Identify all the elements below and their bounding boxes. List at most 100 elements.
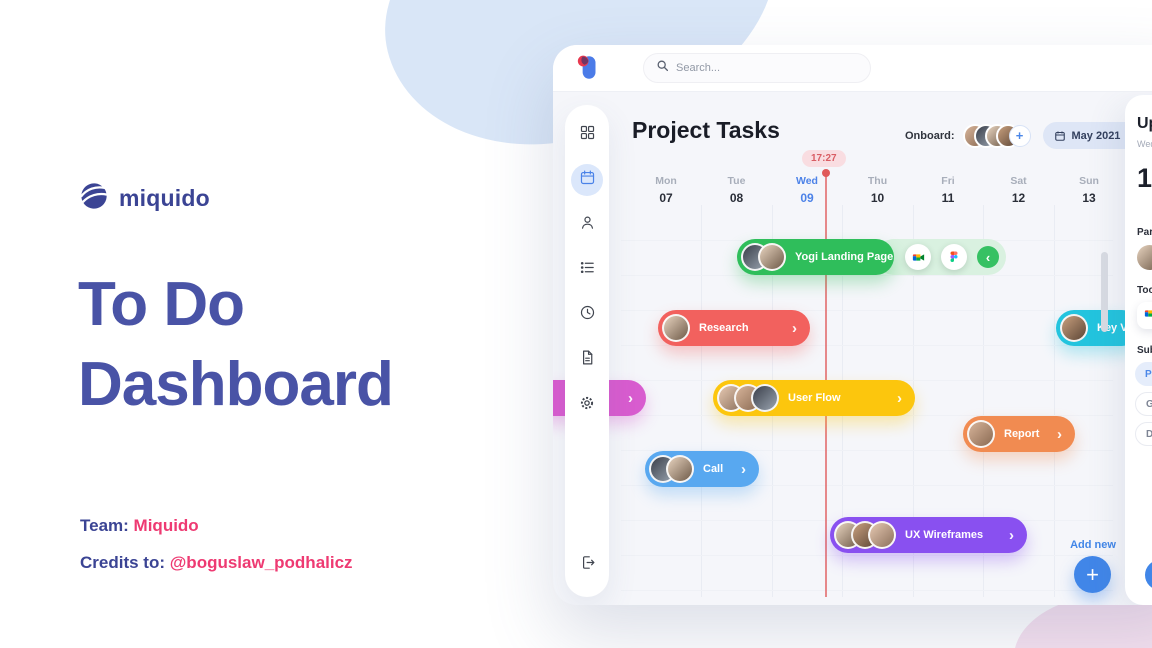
brand-name: miquido xyxy=(119,185,210,211)
participant-avatar xyxy=(1137,245,1152,270)
day-date: 10 xyxy=(870,191,885,205)
subtasks-label: Subt xyxy=(1137,345,1152,356)
tools-label: Tool xyxy=(1137,285,1152,296)
avatar xyxy=(758,243,786,271)
gridline-horizontal xyxy=(621,275,1113,276)
panel-title: Up xyxy=(1137,115,1152,132)
add-new-button[interactable]: + xyxy=(1074,556,1111,593)
task-avatars xyxy=(717,384,779,412)
page-title-line2: Dashboard xyxy=(78,350,394,419)
search-placeholder: Search... xyxy=(676,62,721,74)
search-icon xyxy=(656,59,669,77)
day-column-header[interactable]: Fri 11 xyxy=(913,175,983,205)
hero-credits: Team: Miquido Credits to: @boguslaw_podh… xyxy=(80,516,353,590)
document-icon xyxy=(579,349,596,371)
task-avatars xyxy=(741,243,786,271)
gridline-horizontal xyxy=(621,310,1113,311)
chevron-right-icon[interactable]: › xyxy=(897,389,902,407)
sidebar-item-dashboard-grid[interactable] xyxy=(571,119,603,151)
task-bar-research[interactable]: Research › xyxy=(658,310,810,346)
gridline-horizontal xyxy=(621,485,1113,486)
gridline-vertical xyxy=(983,205,984,597)
panel-time: 17 xyxy=(1137,163,1152,193)
google-meet-icon[interactable] xyxy=(905,244,931,270)
subtask-label: D xyxy=(1146,428,1152,440)
sidebar-item-calendar[interactable] xyxy=(571,164,603,196)
chevron-right-icon[interactable]: › xyxy=(1009,526,1014,544)
hero-section: miquido To Do Dashboard xyxy=(78,180,394,425)
collapse-chevron-left-icon[interactable]: ‹ xyxy=(977,246,999,268)
avatar xyxy=(662,314,690,342)
day-column-header[interactable]: Thu 10 xyxy=(843,175,913,205)
team-value: Miquido xyxy=(133,516,199,535)
sidebar-item-settings[interactable] xyxy=(571,389,603,421)
sidebar-item-document[interactable] xyxy=(571,344,603,376)
subtask-pill[interactable]: Pr xyxy=(1135,362,1152,386)
task-avatars xyxy=(834,521,896,549)
credits-handle[interactable]: @boguslaw_podhalicz xyxy=(169,553,353,572)
day-column-header[interactable]: Sat 12 xyxy=(984,175,1054,205)
task-label: User Flow xyxy=(788,392,841,404)
day-date: 08 xyxy=(729,191,744,205)
day-column-header[interactable]: Wed 09 xyxy=(772,175,842,205)
month-selector-value: May 2021 xyxy=(1071,129,1121,142)
chevron-right-icon[interactable]: › xyxy=(792,319,797,337)
gridline-vertical xyxy=(701,205,702,597)
add-new-label: Add new xyxy=(1070,539,1116,551)
task-label: Call xyxy=(703,463,724,475)
google-meet-icon[interactable] xyxy=(1137,302,1152,329)
figma-icon[interactable] xyxy=(941,244,967,270)
task-bar-report[interactable]: Report › xyxy=(963,416,1075,452)
avatar xyxy=(967,420,995,448)
sidebar-item-logout[interactable] xyxy=(571,549,603,581)
gridline-horizontal xyxy=(621,590,1113,591)
day-name: Mon xyxy=(655,175,677,187)
day-column-header[interactable]: Sun 13 xyxy=(1054,175,1124,205)
subtask-pill[interactable]: G xyxy=(1135,392,1152,416)
task-avatars xyxy=(662,314,690,342)
subtask-pill[interactable]: D xyxy=(1135,422,1152,446)
chevron-right-icon[interactable]: › xyxy=(741,460,746,478)
day-date: 09 xyxy=(800,191,814,205)
dashboard-card: Search... Project Tasks Onboard: + May 2… xyxy=(553,45,1152,605)
gridline-horizontal xyxy=(621,345,1113,346)
panel-subtitle: Wed xyxy=(1137,139,1152,149)
avatar xyxy=(666,455,694,483)
logout-icon xyxy=(579,554,596,576)
day-date: 12 xyxy=(1011,191,1026,205)
task-bar-call[interactable]: Call › xyxy=(645,451,759,487)
day-date: 11 xyxy=(941,191,955,205)
task-avatars xyxy=(1060,314,1088,342)
add-member-button[interactable]: + xyxy=(1008,124,1031,147)
sidebar-item-clock[interactable] xyxy=(571,299,603,331)
gridline-horizontal xyxy=(621,555,1113,556)
user-icon xyxy=(579,214,596,236)
task-bar-user-flow[interactable]: User Flow › xyxy=(713,380,915,416)
day-name: Tue xyxy=(727,175,746,187)
subtask-label: Pr xyxy=(1145,368,1152,380)
vertical-scrollbar[interactable] xyxy=(1101,252,1108,332)
day-name: Sat xyxy=(1010,175,1027,187)
chevron-right-icon[interactable]: › xyxy=(628,389,633,407)
task-bar-ux-wireframes[interactable]: UX Wireframes › xyxy=(830,517,1027,553)
avatar xyxy=(751,384,779,412)
chevron-right-icon[interactable]: › xyxy=(1057,425,1062,443)
day-column-header[interactable]: Tue 08 xyxy=(702,175,772,205)
day-column-header[interactable]: Mon 07 xyxy=(631,175,701,205)
sidebar-item-user[interactable] xyxy=(571,209,603,241)
sidebar-item-task-list[interactable] xyxy=(571,254,603,286)
task-avatars xyxy=(967,420,995,448)
sidebar-nav xyxy=(565,105,609,597)
search-input[interactable]: Search... xyxy=(643,53,871,83)
settings-icon xyxy=(578,394,596,417)
task-label: Report xyxy=(1004,428,1040,440)
task-bar-yogi-landing-page[interactable]: Yogi Landing Page xyxy=(737,239,894,275)
page-title: To Do Dashboard xyxy=(78,265,394,425)
panel-action-button[interactable] xyxy=(1145,560,1152,590)
current-time-dot xyxy=(822,169,830,177)
task-avatars xyxy=(649,455,694,483)
task-tools-tray: ‹ xyxy=(876,239,1006,275)
task-list-icon xyxy=(579,259,596,281)
onboard-label: Onboard: xyxy=(905,129,955,142)
dashboard-grid-icon xyxy=(579,124,596,146)
